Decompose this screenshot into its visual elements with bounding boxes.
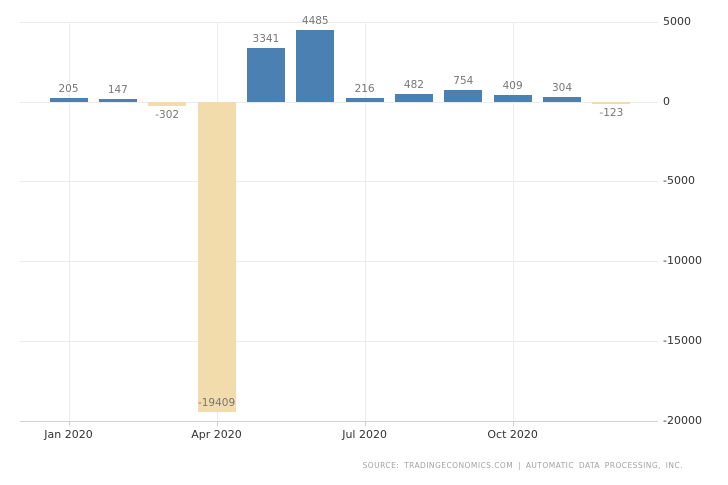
bar[interactable] [98, 99, 137, 102]
x-axis-tick [216, 421, 218, 426]
bar[interactable] [296, 29, 335, 102]
gridline-horizontal [20, 261, 658, 263]
bar[interactable] [493, 95, 532, 102]
bar-value-label: 4485 [301, 14, 329, 27]
bar[interactable] [444, 89, 483, 102]
x-tick-label: Apr 2020 [191, 428, 242, 441]
bar[interactable] [49, 98, 88, 102]
bar-value-label: 147 [107, 84, 128, 97]
y-tick-label: -20000 [663, 414, 702, 427]
gridline-horizontal [20, 421, 658, 422]
gridline-vertical [364, 21, 366, 421]
bar[interactable] [345, 98, 384, 102]
bar[interactable] [197, 101, 236, 412]
bar-value-label: 304 [551, 81, 573, 94]
x-axis-tick [512, 421, 514, 426]
bar-value-label: 216 [354, 83, 375, 96]
gridline-horizontal [20, 181, 658, 183]
bar-value-label: -19409 [197, 396, 236, 409]
y-tick-label: -10000 [663, 254, 702, 268]
y-tick-label: -5000 [663, 174, 695, 188]
bar-value-label: 754 [453, 74, 474, 87]
x-axis-tick [364, 421, 366, 426]
source-note: SOURCE: TRADINGECONOMICS.COM | AUTOMATIC… [362, 461, 683, 470]
bar-value-label: 409 [502, 80, 523, 93]
bar-value-label: -302 [155, 109, 180, 122]
x-tick-label: Oct 2020 [487, 428, 538, 441]
x-tick-label: Jan 2020 [44, 428, 93, 441]
bar[interactable] [394, 93, 433, 102]
gridline-horizontal [20, 101, 658, 103]
y-tick-label: 0 [663, 94, 670, 108]
gridline-horizontal [20, 21, 658, 23]
bar-value-label: -123 [599, 106, 624, 119]
bar-value-label: 205 [58, 83, 79, 96]
bar[interactable] [148, 101, 187, 107]
bar[interactable] [246, 48, 285, 102]
x-tick-label: Jul 2020 [342, 428, 387, 441]
bar[interactable] [592, 101, 631, 104]
gridline-horizontal [20, 341, 658, 343]
bar[interactable] [543, 96, 581, 102]
x-axis-tick [68, 421, 70, 426]
gridline-vertical [68, 21, 70, 421]
y-tick-label: 5000 [663, 14, 691, 28]
gridline-vertical [512, 21, 514, 421]
y-tick-label: -15000 [663, 334, 702, 348]
bar-value-label: 3341 [252, 33, 280, 46]
bar-value-label: 482 [403, 78, 424, 91]
